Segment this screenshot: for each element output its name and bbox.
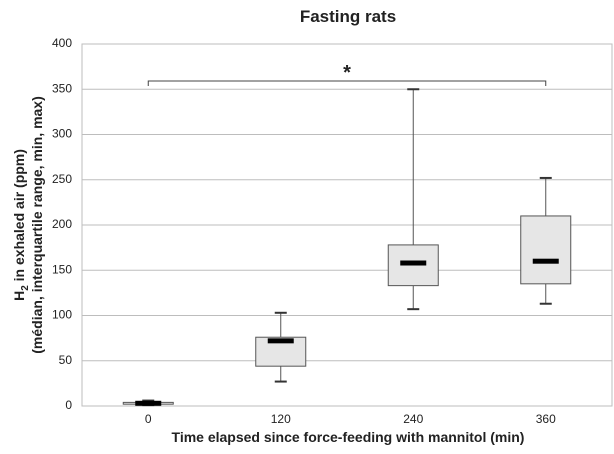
y-tick-label: 150 [52, 262, 72, 276]
y-axis-label-2: (médian, interquartile range, min, max) [29, 96, 45, 354]
y-tick-label: 250 [52, 172, 72, 186]
y-tick-label: 0 [65, 398, 72, 412]
y-label-rest: in exhaled air (ppm) [11, 149, 27, 285]
y-tick-label: 400 [52, 36, 72, 50]
y-tick-label: 200 [52, 217, 72, 231]
y-tick-label: 100 [52, 308, 72, 322]
x-tick-label: 360 [536, 412, 556, 426]
significance-label: * [343, 62, 351, 84]
y-label-sub: 2 [20, 285, 31, 291]
plot-frame [81, 43, 613, 407]
significance-bracket [147, 80, 547, 86]
y-tick-label: 300 [52, 127, 72, 141]
y-label-main: H [11, 291, 27, 301]
median [135, 400, 162, 406]
chart-title: Fasting rats [300, 7, 396, 26]
median [532, 258, 559, 264]
box [520, 215, 572, 285]
median [267, 338, 294, 344]
y-tick-label: 350 [52, 81, 72, 95]
y-axis-label: H2 in exhaled air (ppm) [11, 149, 31, 301]
x-tick-label: 120 [271, 412, 291, 426]
x-axis-label: Time elapsed since force-feeding with ma… [172, 429, 525, 445]
y-tick-label: 50 [59, 353, 73, 367]
x-tick-label: 240 [403, 412, 423, 426]
x-tick-label: 0 [145, 412, 152, 426]
median [400, 260, 427, 266]
